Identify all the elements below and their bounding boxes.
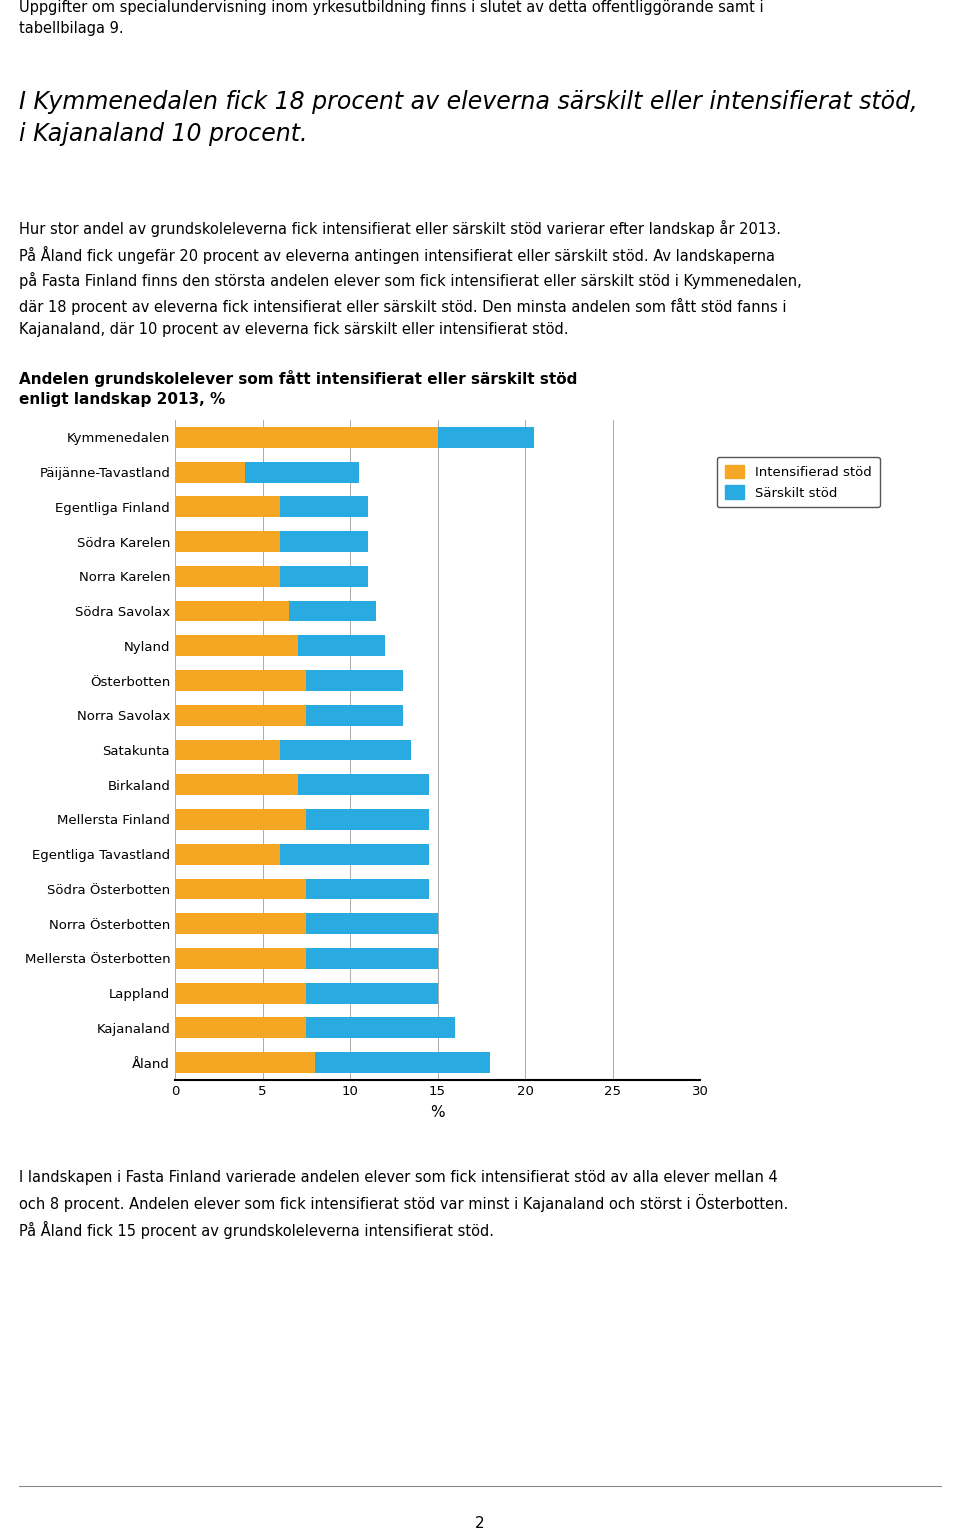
Bar xyxy=(175,566,280,587)
Bar xyxy=(306,948,438,968)
Bar xyxy=(175,879,306,899)
Bar xyxy=(175,913,306,934)
Bar xyxy=(289,601,376,621)
X-axis label: %: % xyxy=(430,1105,444,1120)
Bar xyxy=(298,635,385,656)
Bar xyxy=(175,775,298,795)
Bar xyxy=(306,1017,455,1039)
Bar xyxy=(306,913,438,934)
Text: Andelen grundskolelever som fått intensifierat eller särskilt stöd
enligt landsk: Andelen grundskolelever som fått intensi… xyxy=(19,370,578,407)
Bar xyxy=(175,601,289,621)
Bar xyxy=(306,670,402,692)
Bar xyxy=(175,532,280,552)
Text: I landskapen i Fasta Finland varierade andelen elever som fick intensifierat stö: I landskapen i Fasta Finland varierade a… xyxy=(19,1170,788,1239)
Text: 2: 2 xyxy=(475,1515,485,1531)
Bar xyxy=(280,739,411,761)
Bar xyxy=(306,879,429,899)
Bar xyxy=(280,532,368,552)
Bar xyxy=(315,1053,490,1073)
Bar xyxy=(175,982,306,1004)
Text: I Kymmenedalen fick 18 procent av eleverna särskilt eller intensifierat stöd,
i : I Kymmenedalen fick 18 procent av elever… xyxy=(19,91,918,146)
Bar xyxy=(280,496,368,518)
Bar xyxy=(175,427,438,447)
Bar xyxy=(175,1053,315,1073)
Bar xyxy=(175,844,280,865)
Bar xyxy=(280,844,429,865)
Bar xyxy=(175,948,306,968)
Bar xyxy=(175,808,306,830)
Bar xyxy=(175,461,245,483)
Bar xyxy=(175,1017,306,1039)
Bar xyxy=(175,670,306,692)
Bar xyxy=(175,705,306,725)
Bar xyxy=(298,775,429,795)
Bar xyxy=(438,427,534,447)
Bar xyxy=(175,739,280,761)
Bar xyxy=(175,635,298,656)
Bar xyxy=(245,461,359,483)
Text: Hur stor andel av grundskoleleverna fick intensifierat eller särskilt stöd varie: Hur stor andel av grundskoleleverna fick… xyxy=(19,220,802,337)
Bar xyxy=(175,496,280,518)
Text: Uppgifter om specialundervisning inom yrkesutbildning finns i slutet av detta of: Uppgifter om specialundervisning inom yr… xyxy=(19,0,764,35)
Bar xyxy=(306,982,438,1004)
Bar xyxy=(306,705,402,725)
Bar xyxy=(280,566,368,587)
Bar xyxy=(306,808,429,830)
Legend: Intensifierad stöd, Särskilt stöd: Intensifierad stöd, Särskilt stöd xyxy=(716,456,879,507)
